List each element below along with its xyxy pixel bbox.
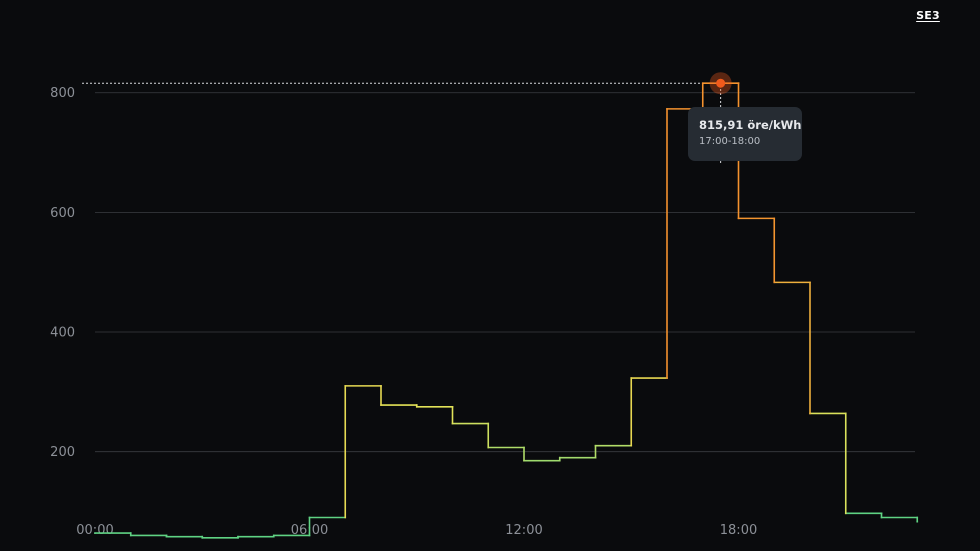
highlight-marker-point[interactable]: [716, 78, 726, 88]
highlight-guides: [82, 82, 722, 163]
price-series[interactable]: [94, 82, 919, 539]
x-tick-label-0000: 00:00: [76, 523, 113, 538]
y-tick-label-400: 400: [50, 326, 75, 341]
tooltip-price-value: 815,91 öre/kWh: [699, 118, 802, 132]
y-tick-label-800: 800: [50, 86, 75, 101]
tooltip-time-range: 17:00-18:00: [699, 136, 761, 147]
y-tick-label-600: 600: [50, 206, 75, 221]
highlight-marker[interactable]: [709, 72, 732, 95]
price-tooltip: 815,91 öre/kWh 17:00-18:00: [688, 107, 802, 161]
grid-lines: [95, 92, 915, 453]
x-axis: 00:00 06:00 12:00 18:00: [76, 523, 757, 538]
y-axis: 200 400 600 800: [50, 86, 75, 460]
region-link[interactable]: SE3: [916, 9, 940, 22]
y-tick-label-200: 200: [50, 445, 75, 460]
x-tick-label-1800: 18:00: [720, 523, 757, 538]
x-tick-label-1200: 12:00: [505, 523, 542, 538]
